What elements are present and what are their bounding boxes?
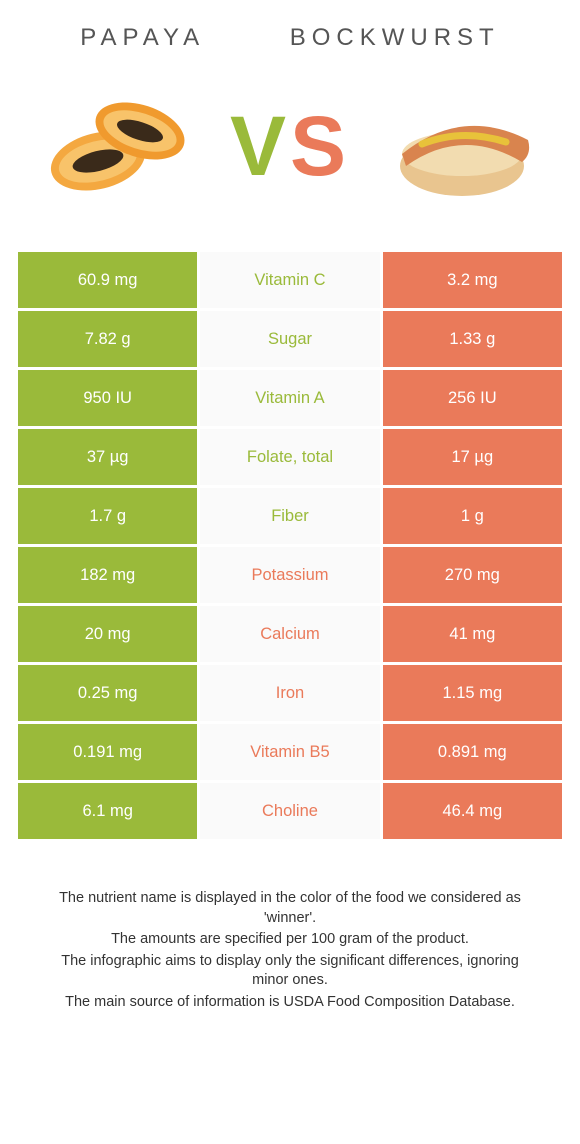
left-value: 1.7 g: [18, 488, 197, 544]
right-value: 46.4 mg: [383, 783, 562, 839]
nutrient-name: Choline: [200, 783, 379, 839]
nutrient-name: Calcium: [200, 606, 379, 662]
nutrient-name: Iron: [200, 665, 379, 721]
nutrient-name: Vitamin B5: [200, 724, 379, 780]
images-row: VS: [18, 76, 562, 252]
right-value: 1 g: [383, 488, 562, 544]
left-value: 0.191 mg: [18, 724, 197, 780]
footnote-line: The amounts are specified per 100 gram o…: [48, 930, 532, 950]
left-value: 60.9 mg: [18, 252, 197, 308]
table-row: 7.82 gSugar1.33 g: [18, 311, 562, 367]
vs-v: V: [230, 99, 290, 193]
nutrient-name: Potassium: [200, 547, 379, 603]
table-row: 20 mgCalcium41 mg: [18, 606, 562, 662]
right-value: 3.2 mg: [383, 252, 562, 308]
table-row: 37 µgFolate, total17 µg: [18, 429, 562, 485]
nutrient-name: Vitamin C: [200, 252, 379, 308]
table-row: 950 IUVitamin A256 IU: [18, 370, 562, 426]
footnote-line: The main source of information is USDA F…: [48, 993, 532, 1013]
nutrient-name: Sugar: [200, 311, 379, 367]
footnote-line: The infographic aims to display only the…: [48, 952, 532, 991]
nutrient-name: Folate, total: [200, 429, 379, 485]
left-title: PAPAYA: [80, 24, 205, 52]
papaya-image: [38, 76, 198, 216]
right-value: 0.891 mg: [383, 724, 562, 780]
left-value: 182 mg: [18, 547, 197, 603]
left-value: 0.25 mg: [18, 665, 197, 721]
vs-label: VS: [230, 98, 350, 195]
table-row: 0.191 mgVitamin B50.891 mg: [18, 724, 562, 780]
footnotes: The nutrient name is displayed in the co…: [18, 889, 562, 1012]
left-value: 20 mg: [18, 606, 197, 662]
vs-s: S: [290, 99, 350, 193]
bockwurst-image: [382, 76, 542, 216]
right-value: 17 µg: [383, 429, 562, 485]
table-row: 0.25 mgIron1.15 mg: [18, 665, 562, 721]
left-value: 950 IU: [18, 370, 197, 426]
right-value: 256 IU: [383, 370, 562, 426]
nutrient-name: Vitamin A: [200, 370, 379, 426]
right-value: 270 mg: [383, 547, 562, 603]
table-row: 182 mgPotassium270 mg: [18, 547, 562, 603]
table-row: 6.1 mgCholine46.4 mg: [18, 783, 562, 839]
right-value: 1.33 g: [383, 311, 562, 367]
left-value: 7.82 g: [18, 311, 197, 367]
footnote-line: The nutrient name is displayed in the co…: [48, 889, 532, 928]
left-value: 6.1 mg: [18, 783, 197, 839]
right-value: 41 mg: [383, 606, 562, 662]
table-row: 60.9 mgVitamin C3.2 mg: [18, 252, 562, 308]
comparison-table: 60.9 mgVitamin C3.2 mg7.82 gSugar1.33 g9…: [18, 252, 562, 839]
header: PAPAYA BOCKWURST: [18, 24, 562, 52]
right-value: 1.15 mg: [383, 665, 562, 721]
right-title: BOCKWURST: [290, 24, 500, 52]
nutrient-name: Fiber: [200, 488, 379, 544]
left-value: 37 µg: [18, 429, 197, 485]
table-row: 1.7 gFiber1 g: [18, 488, 562, 544]
